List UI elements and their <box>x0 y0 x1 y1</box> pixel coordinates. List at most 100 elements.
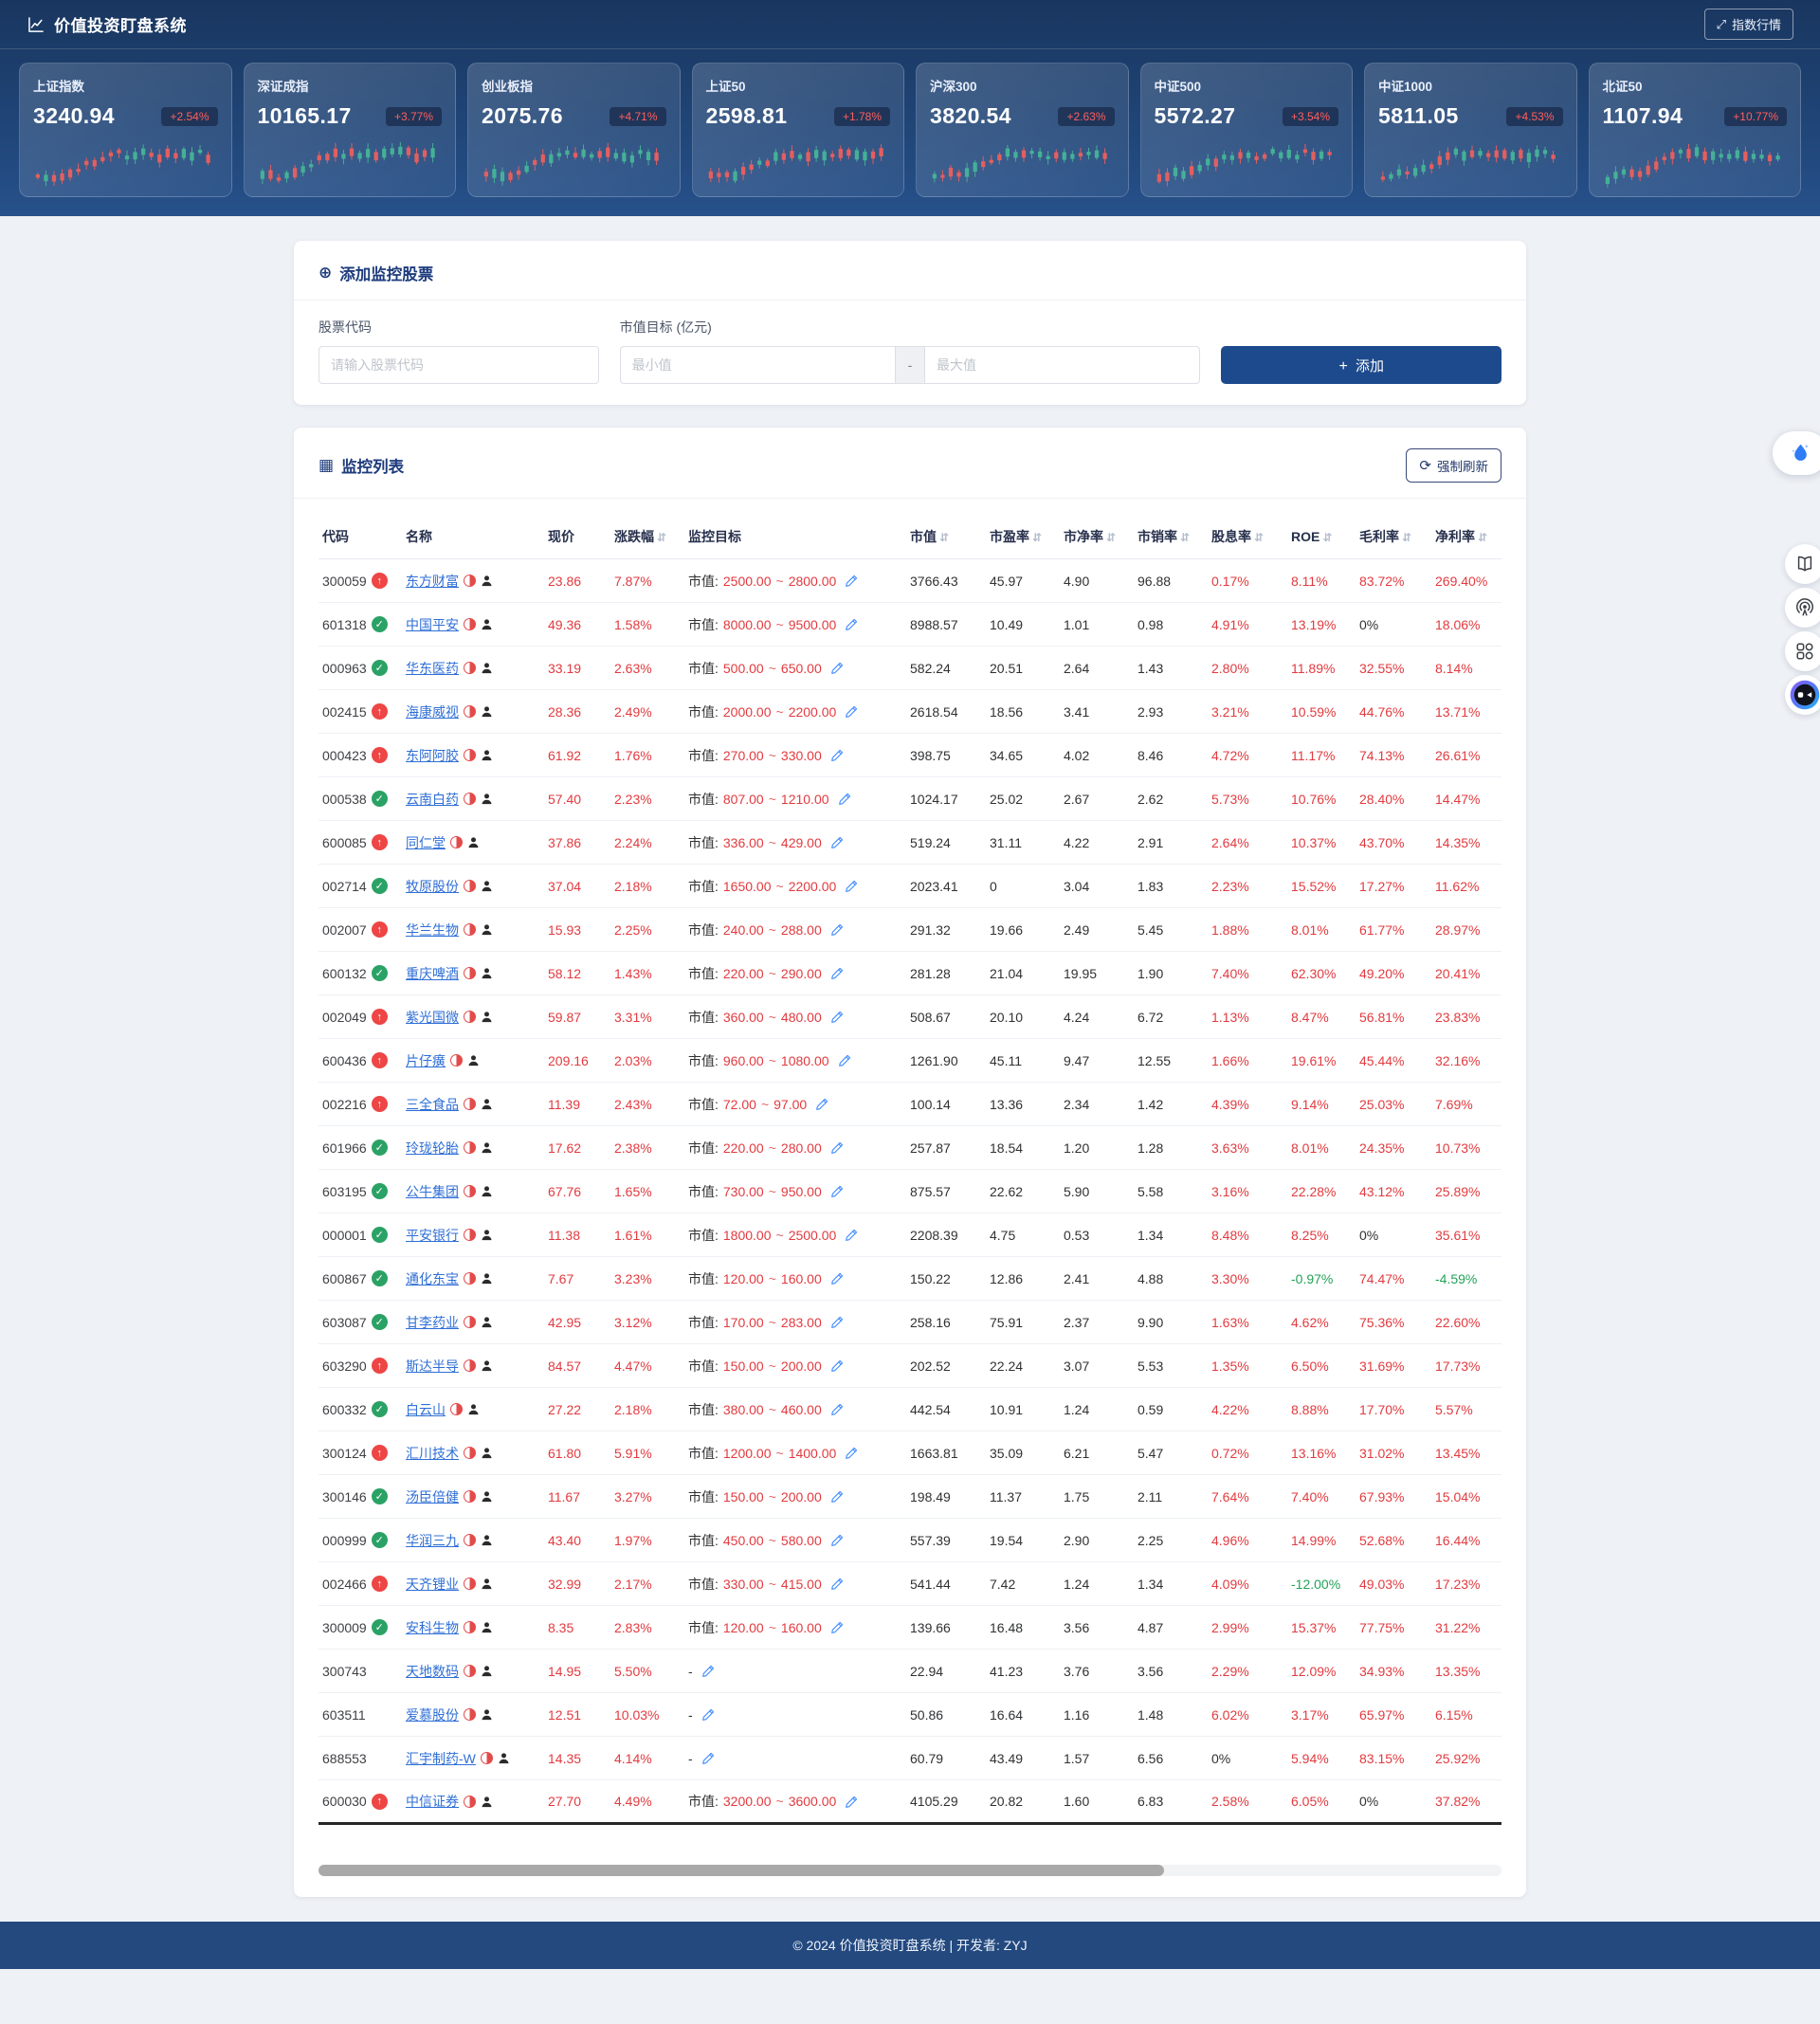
chart-toggle-icon[interactable] <box>464 1229 476 1241</box>
stock-name-link[interactable]: 中信证券 <box>406 1794 459 1809</box>
chart-toggle-icon[interactable] <box>464 618 476 630</box>
edit-target-icon[interactable] <box>830 835 845 849</box>
apps-button[interactable] <box>1785 631 1820 671</box>
edit-target-icon[interactable] <box>845 1795 859 1809</box>
chart-toggle-icon[interactable] <box>450 836 463 848</box>
column-header-股息率[interactable]: 股息率 ⇵ <box>1208 516 1287 559</box>
chart-toggle-icon[interactable] <box>464 1708 476 1721</box>
holder-icon[interactable] <box>481 749 493 761</box>
stock-name-link[interactable]: 华兰生物 <box>406 921 459 938</box>
edit-target-icon[interactable] <box>845 704 859 719</box>
stock-name-link[interactable]: 天地数码 <box>406 1663 459 1679</box>
stock-name-link[interactable]: 东方财富 <box>406 573 459 589</box>
stock-name-link[interactable]: 重庆啤酒 <box>406 965 459 981</box>
chart-toggle-icon[interactable] <box>450 1054 463 1067</box>
holder-icon[interactable] <box>467 1054 480 1067</box>
holder-icon[interactable] <box>481 1796 493 1808</box>
chart-toggle-icon[interactable] <box>464 749 476 761</box>
column-header-涨跌幅[interactable]: 涨跌幅 ⇵ <box>610 516 684 559</box>
chart-toggle-icon[interactable] <box>464 1577 476 1590</box>
stock-name-link[interactable]: 云南白药 <box>406 791 459 807</box>
stock-name-link[interactable]: 牧原股份 <box>406 878 459 894</box>
stock-name-link[interactable]: 东阿阿胶 <box>406 747 459 763</box>
holder-icon[interactable] <box>481 923 493 936</box>
stock-name-link[interactable]: 海康威视 <box>406 703 459 720</box>
edit-target-icon[interactable] <box>830 1533 845 1547</box>
column-header-净利率[interactable]: 净利率 ⇵ <box>1431 516 1502 559</box>
edit-target-icon[interactable] <box>845 1446 859 1460</box>
edit-target-icon[interactable] <box>838 1053 852 1067</box>
chart-toggle-icon[interactable] <box>464 1098 476 1110</box>
broadcast-button[interactable] <box>1785 588 1820 628</box>
edit-target-icon[interactable] <box>845 574 859 588</box>
holder-icon[interactable] <box>481 1490 493 1503</box>
edit-target-icon[interactable] <box>830 748 845 762</box>
holder-icon[interactable] <box>481 1316 493 1328</box>
market-cap-max-input[interactable] <box>924 346 1201 384</box>
horizontal-scrollbar[interactable] <box>318 1865 1502 1876</box>
holder-icon[interactable] <box>481 705 493 718</box>
stock-name-link[interactable]: 汇宇制药-W <box>406 1750 476 1766</box>
stock-name-link[interactable]: 中国平安 <box>406 616 459 632</box>
column-header-市净率[interactable]: 市净率 ⇵ <box>1060 516 1134 559</box>
holder-icon[interactable] <box>481 1708 493 1721</box>
holder-icon[interactable] <box>498 1752 510 1764</box>
stock-name-link[interactable]: 平安银行 <box>406 1227 459 1243</box>
stock-name-link[interactable]: 安科生物 <box>406 1619 459 1635</box>
holder-icon[interactable] <box>481 662 493 674</box>
edit-target-icon[interactable] <box>830 1620 845 1634</box>
chart-toggle-icon[interactable] <box>450 1403 463 1415</box>
column-header-市值[interactable]: 市值 ⇵ <box>906 516 986 559</box>
holder-icon[interactable] <box>481 1447 493 1459</box>
chart-toggle-icon[interactable] <box>464 1141 476 1154</box>
chart-toggle-icon[interactable] <box>464 1665 476 1677</box>
stock-name-link[interactable]: 汤臣倍健 <box>406 1488 459 1504</box>
edit-target-icon[interactable] <box>845 879 859 893</box>
scrollbar-thumb[interactable] <box>318 1865 1165 1876</box>
chart-toggle-icon[interactable] <box>464 1490 476 1503</box>
edit-target-icon[interactable] <box>830 1402 845 1416</box>
stock-name-link[interactable]: 天齐锂业 <box>406 1576 459 1592</box>
chart-toggle-icon[interactable] <box>464 1185 476 1197</box>
holder-icon[interactable] <box>481 1098 493 1110</box>
water-drop-button[interactable] <box>1773 431 1820 475</box>
holder-icon[interactable] <box>481 880 493 892</box>
holder-icon[interactable] <box>481 793 493 805</box>
column-header-市销率[interactable]: 市销率 ⇵ <box>1134 516 1208 559</box>
holder-icon[interactable] <box>467 1403 480 1415</box>
holder-icon[interactable] <box>481 1359 493 1372</box>
stock-name-link[interactable]: 白云山 <box>406 1401 446 1417</box>
edit-target-icon[interactable] <box>830 966 845 980</box>
edit-target-icon[interactable] <box>815 1097 829 1111</box>
edit-target-icon[interactable] <box>830 922 845 937</box>
edit-target-icon[interactable] <box>830 1184 845 1198</box>
edit-target-icon[interactable] <box>830 1358 845 1373</box>
chart-toggle-icon[interactable] <box>464 1316 476 1328</box>
chart-toggle-icon[interactable] <box>464 967 476 979</box>
stock-code-input[interactable] <box>318 346 599 384</box>
robot-assistant-button[interactable] <box>1785 675 1820 715</box>
edit-target-icon[interactable] <box>845 617 859 631</box>
holder-icon[interactable] <box>481 1272 493 1285</box>
chart-toggle-icon[interactable] <box>464 1621 476 1633</box>
edit-target-icon[interactable] <box>701 1751 716 1765</box>
holder-icon[interactable] <box>481 1229 493 1241</box>
holder-icon[interactable] <box>481 1141 493 1154</box>
holder-icon[interactable] <box>481 618 493 630</box>
column-header-ROE[interactable]: ROE ⇵ <box>1287 516 1356 559</box>
holder-icon[interactable] <box>481 574 493 587</box>
stock-name-link[interactable]: 爱慕股份 <box>406 1706 459 1723</box>
market-cap-min-input[interactable] <box>619 346 896 384</box>
holder-icon[interactable] <box>481 1665 493 1677</box>
holder-icon[interactable] <box>481 967 493 979</box>
column-header-毛利率[interactable]: 毛利率 ⇵ <box>1356 516 1431 559</box>
force-refresh-button[interactable]: ⟳ 强制刷新 <box>1406 448 1502 483</box>
chart-toggle-icon[interactable] <box>464 923 476 936</box>
chart-toggle-icon[interactable] <box>464 1534 476 1546</box>
stock-name-link[interactable]: 通化东宝 <box>406 1270 459 1286</box>
holder-icon[interactable] <box>481 1185 493 1197</box>
chart-toggle-icon[interactable] <box>464 1447 476 1459</box>
chart-toggle-icon[interactable] <box>464 705 476 718</box>
index-quotes-button[interactable]: ⤢ 指数行情 <box>1703 9 1793 40</box>
stock-name-link[interactable]: 三全食品 <box>406 1096 459 1112</box>
